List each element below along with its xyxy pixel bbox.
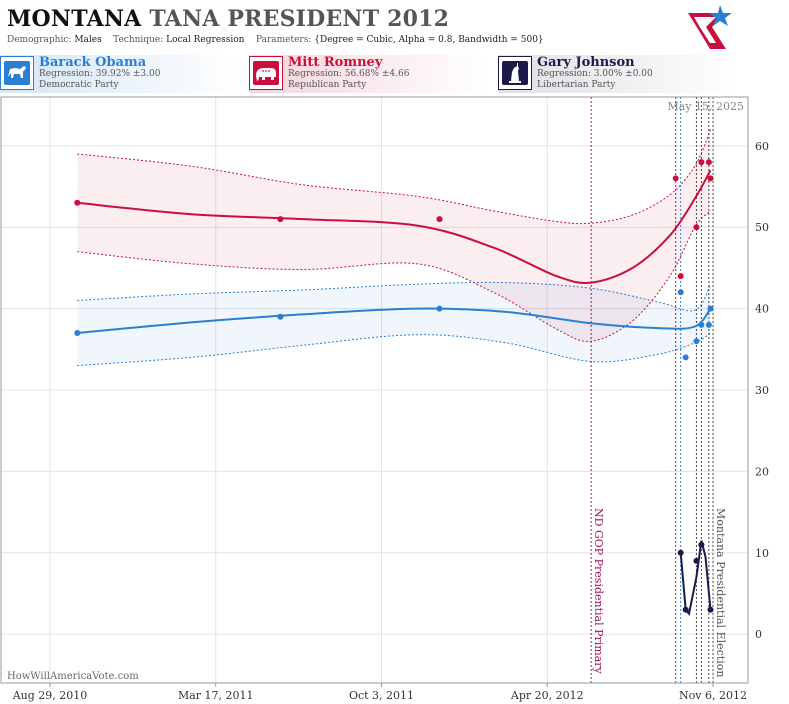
poll-point xyxy=(677,549,684,556)
poll-point xyxy=(707,305,714,312)
candidate-regression: Regression: 39.92% ±3.00 xyxy=(39,69,161,79)
x-tick-label: Oct 3, 2011 xyxy=(349,689,414,702)
legend-card-johnson: Gary Johnson Regression: 3.00% ±0.00 Lib… xyxy=(498,55,738,93)
parameters-label: Parameters: xyxy=(255,35,312,45)
x-tick-label: Mar 17, 2011 xyxy=(178,689,254,702)
parameters-value: {Degree = Cubic, Alpha = 0.8, Bandwidth … xyxy=(314,35,544,45)
poll-point xyxy=(74,330,81,336)
legend-card-romney: Mitt Romney Regression: 56.68% ±4.66 Rep… xyxy=(249,55,489,93)
confidence-band xyxy=(77,129,711,342)
event-label: ND GOP Presidential Primary xyxy=(592,508,605,675)
poll-point xyxy=(277,216,284,223)
band-lower-line xyxy=(77,210,711,342)
y-tick-label: 30 xyxy=(755,384,769,397)
candidate-name: Barack Obama xyxy=(39,55,147,70)
poll-point xyxy=(698,159,705,166)
watermark: HowWillAmericaVote.com xyxy=(7,671,139,682)
poll-point xyxy=(677,289,684,296)
y-tick-label: 10 xyxy=(755,547,769,560)
poll-point xyxy=(707,175,714,182)
site-logo-icon xyxy=(688,5,732,49)
chart-parameters: Demographic: Males Technique: Local Regr… xyxy=(7,35,544,45)
candidate-name: Gary Johnson xyxy=(537,55,635,70)
poll-point xyxy=(698,321,705,328)
trend-line xyxy=(77,169,712,284)
candidate-party: Republican Party xyxy=(288,80,367,90)
trend-line xyxy=(77,307,712,334)
y-tick-label: 0 xyxy=(755,628,762,641)
poll-point xyxy=(436,305,443,312)
band-lower-line xyxy=(77,332,711,367)
candidate-name: Mitt Romney xyxy=(288,55,383,70)
technique-label: Technique: xyxy=(113,35,164,45)
event-label: Montana Presidential Election xyxy=(714,508,727,677)
title-state: MONTANA xyxy=(7,6,142,32)
poll-point xyxy=(707,606,714,613)
y-tick-label: 40 xyxy=(755,303,769,316)
poll-point xyxy=(672,175,679,182)
poll-point xyxy=(677,273,684,280)
date-stamp: May 15, 2025 xyxy=(667,100,744,113)
poll-point xyxy=(693,338,700,345)
poll-point xyxy=(693,224,700,231)
title-rest: TANA PRESIDENT 2012 xyxy=(149,6,450,32)
technique-value: Local Regression xyxy=(166,35,245,45)
poll-point xyxy=(436,216,443,223)
demographic-label: Demographic: xyxy=(7,35,72,45)
poll-point xyxy=(705,159,712,166)
y-tick-label: 60 xyxy=(755,140,769,153)
poll-point xyxy=(698,541,705,548)
poll-point xyxy=(682,354,689,361)
liberty-statue-icon xyxy=(498,56,532,90)
poll-point xyxy=(693,557,700,564)
poll-point xyxy=(682,606,689,613)
x-tick-label: Apr 20, 2012 xyxy=(510,689,584,702)
y-tick-label: 20 xyxy=(755,465,769,478)
demographic-value: Males xyxy=(74,35,102,45)
y-tick-label: 50 xyxy=(755,221,769,234)
legend-card-obama: Barack Obama Regression: 39.92% ±3.00 De… xyxy=(0,55,240,93)
candidate-regression: Regression: 56.68% ±4.66 xyxy=(288,69,410,79)
page-title: MONTANA TANA PRESIDENT 2012 xyxy=(7,6,449,32)
candidate-party: Democratic Party xyxy=(39,80,119,90)
elephant-icon xyxy=(249,56,283,90)
x-tick-label: Nov 6, 2012 xyxy=(679,689,747,702)
candidate-party: Libertarian Party xyxy=(537,80,616,90)
candidate-regression: Regression: 3.00% ±0.00 xyxy=(537,69,653,79)
confidence-band xyxy=(77,282,711,366)
poll-point xyxy=(277,313,284,320)
poll-point xyxy=(74,199,81,206)
donkey-icon xyxy=(0,56,34,90)
trend-line xyxy=(679,540,712,617)
x-tick-label: Aug 29, 2010 xyxy=(12,689,88,702)
plot-frame xyxy=(0,96,749,684)
poll-point xyxy=(705,321,712,328)
